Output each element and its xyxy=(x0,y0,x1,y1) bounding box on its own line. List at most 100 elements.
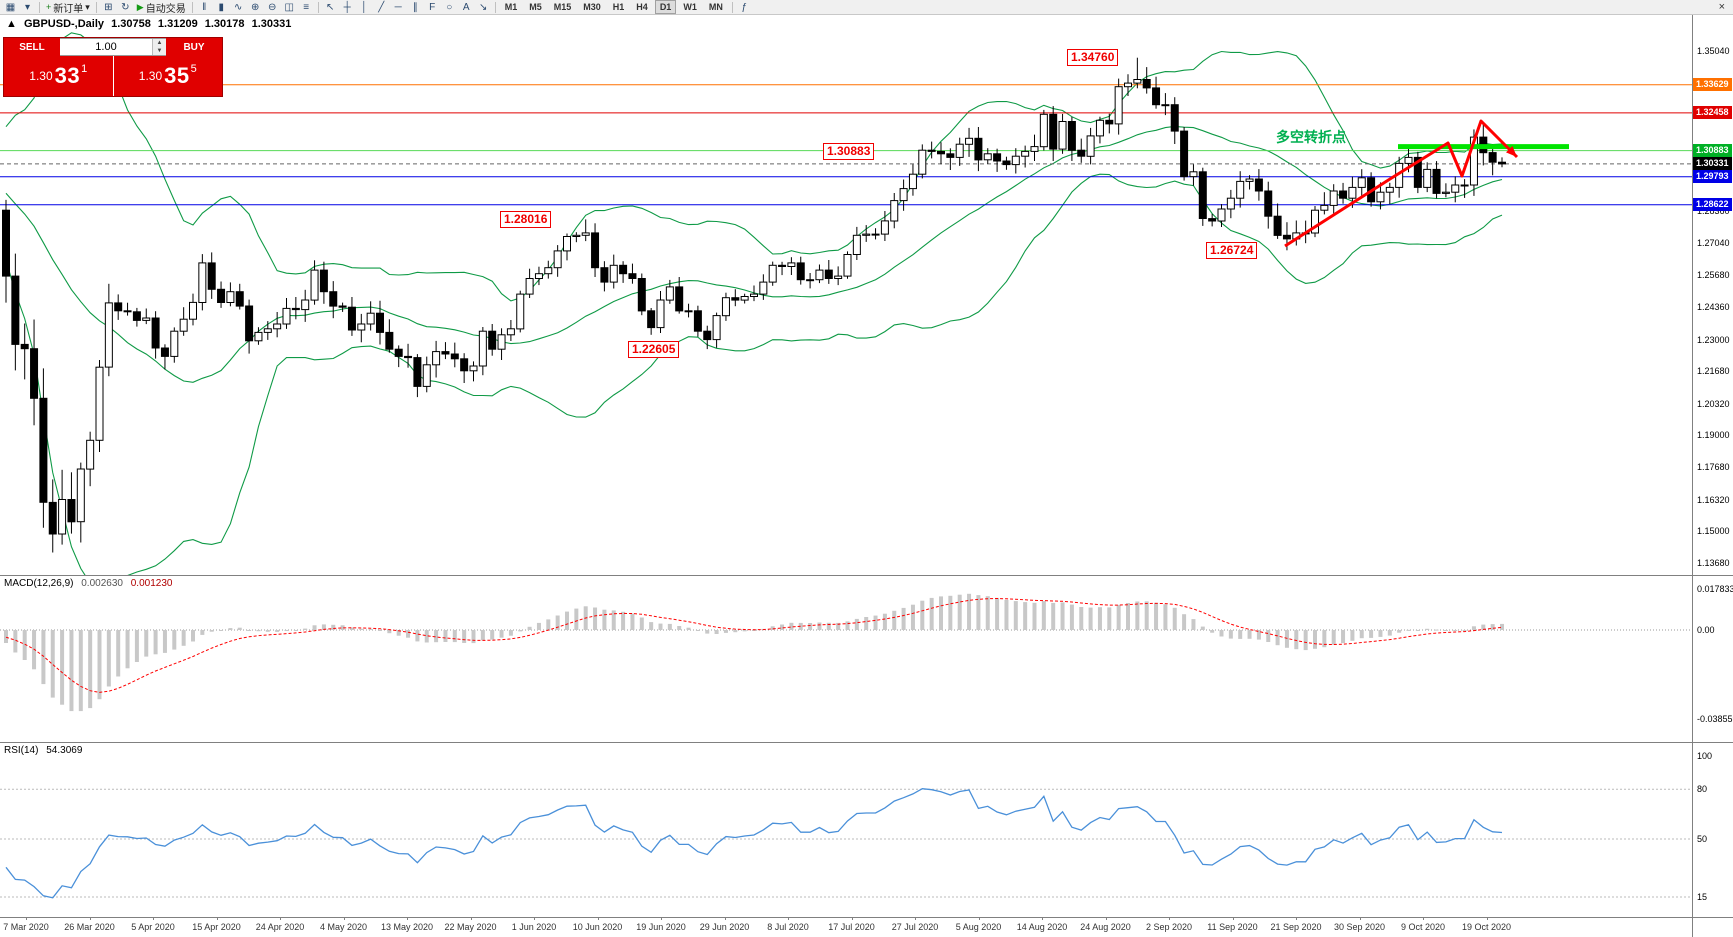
window-list-icon[interactable]: ≡ xyxy=(303,1,310,13)
time-axis[interactable]: 7 Mar 2020 26 Mar 2020 5 Apr 2020 15 Apr 20… xyxy=(0,917,1692,937)
date-label: 13 May 2020 xyxy=(380,922,434,932)
tile-windows-icon[interactable]: ◫ xyxy=(284,1,294,13)
vertical-line-tool-icon[interactable]: │ xyxy=(361,1,368,13)
rsi-axis-label: 15 xyxy=(1697,892,1708,902)
y-axis-label: 1.20320 xyxy=(1697,399,1730,409)
ohlc-bars-icon[interactable]: ‖ xyxy=(202,1,207,13)
date-label: 11 Sep 2020 xyxy=(1207,922,1258,932)
sell-price-prefix: 1.30 xyxy=(29,69,53,83)
date-tick xyxy=(153,917,154,920)
symbol-marker: ▲ xyxy=(6,18,17,30)
price-chart-canvas[interactable]: ▲ GBPUSD-,Daily 1.30758 1.31209 1.30178 … xyxy=(0,15,1692,575)
refresh-icon[interactable]: ↻ xyxy=(121,1,130,13)
toolbar-separator xyxy=(317,1,319,13)
crosshair-tool-icon[interactable]: ┼ xyxy=(343,1,351,13)
market-watch-icon[interactable]: ⊞ xyxy=(104,1,113,13)
price-axis[interactable]: 1.35040 1.28360 1.27040 1.25680 1.24360 1.230… xyxy=(1692,15,1733,937)
chart-list-dropdown-icon[interactable]: ▾ xyxy=(24,1,31,13)
date-tick xyxy=(788,917,789,920)
date-label: 5 Aug 2020 xyxy=(955,922,1002,932)
timeframe-button-h1[interactable]: H1 xyxy=(612,2,625,12)
timeframe-button-m5[interactable]: M5 xyxy=(529,2,542,12)
date-label: 19 Jun 2020 xyxy=(636,922,686,932)
date-label: 1 Jun 2020 xyxy=(511,922,557,932)
cursor-tool-icon[interactable]: ↖ xyxy=(326,1,335,13)
macd-svg xyxy=(0,593,1692,712)
date-label: 24 Apr 2020 xyxy=(255,922,305,932)
price-tag-annotation: 1.28016 xyxy=(500,211,552,228)
volume-stepper[interactable]: ▲ ▼ xyxy=(152,39,166,55)
date-tick xyxy=(407,917,408,920)
date-label: 2 Sep 2020 xyxy=(1145,922,1193,932)
timeframe-button-m15[interactable]: M15 xyxy=(553,2,572,12)
rsi-label: RSI(14) 54.3069 xyxy=(4,745,82,756)
y-axis-label: 1.24360 xyxy=(1697,302,1730,312)
timeframe-button-m1[interactable]: M1 xyxy=(504,2,518,12)
date-label: 22 May 2020 xyxy=(444,922,497,932)
y-axis-label: 1.35040 xyxy=(1697,46,1730,56)
price-level-badge: 1.30331 xyxy=(1693,157,1732,170)
price-level-badge: 1.28622 xyxy=(1693,198,1732,211)
line-chart-mode-icon[interactable]: ∿ xyxy=(234,1,243,13)
panel-divider[interactable] xyxy=(0,575,1733,576)
timeframe-button-m30[interactable]: M30 xyxy=(583,2,601,12)
ohlc-close: 1.30331 xyxy=(251,18,292,30)
zoom-out-icon[interactable]: ⊖ xyxy=(268,1,277,13)
date-label: 10 Jun 2020 xyxy=(572,922,623,932)
date-tick xyxy=(978,917,980,920)
date-tick xyxy=(1169,917,1170,920)
timeframe-button-w1[interactable]: W1 xyxy=(683,2,697,12)
horizontal-line-tool-icon[interactable]: ─ xyxy=(394,1,402,13)
date-tick xyxy=(280,917,281,920)
buy-price-big: 35 xyxy=(164,63,190,88)
date-tick xyxy=(534,917,535,920)
sell-button[interactable]: SELL xyxy=(4,38,60,56)
panel-divider[interactable] xyxy=(0,742,1733,743)
date-label: 30 Sep 2020 xyxy=(1333,922,1386,932)
zoom-in-icon[interactable]: ⊕ xyxy=(251,1,260,13)
date-tick xyxy=(89,917,91,920)
price-level-badge: 1.30883 xyxy=(1693,144,1732,157)
channel-tool-icon[interactable]: ∥ xyxy=(412,1,418,13)
dropdown-icon: ▾ xyxy=(85,1,90,12)
new-chart-icon[interactable]: ▦ xyxy=(5,1,16,13)
buy-button[interactable]: BUY xyxy=(166,38,222,56)
toolbar-separator xyxy=(95,1,97,13)
date-label: 24 Aug 2020 xyxy=(1080,922,1131,932)
timeframe-button-mn[interactable]: MN xyxy=(708,2,723,12)
date-tick xyxy=(1105,917,1107,920)
rsi-svg xyxy=(0,788,1692,899)
timeframe-button-h4[interactable]: H4 xyxy=(636,2,648,12)
close-icon[interactable]: × xyxy=(1718,1,1725,13)
y-axis-label: 1.25680 xyxy=(1697,270,1730,280)
new-order-button[interactable]: + 新订单 ▾ xyxy=(43,1,93,15)
macd-panel[interactable]: MACD(12,26,9) 0.002630 0.001230 xyxy=(0,575,1692,742)
y-axis-label: 1.21680 xyxy=(1697,366,1730,376)
y-axis-label: 1.27040 xyxy=(1697,238,1730,248)
volume-input[interactable] xyxy=(60,40,152,54)
date-tick xyxy=(470,917,472,920)
sell-price-big: 33 xyxy=(54,63,81,88)
date-label: 27 Jul 2020 xyxy=(891,922,939,932)
autotrading-button-icon: ▶ xyxy=(136,1,144,12)
toolbar-separator xyxy=(494,1,496,13)
trendline-tool-icon[interactable]: ╱ xyxy=(378,1,385,13)
buy-price-prefix: 1.30 xyxy=(138,69,163,83)
macd-name: MACD(12,26,9) xyxy=(4,578,74,589)
candlestick-mode-icon[interactable]: ▮ xyxy=(218,1,224,13)
macd-value-main: 0.002630 xyxy=(81,578,123,589)
text-tool-icon[interactable]: A xyxy=(462,1,470,13)
indicators-icon[interactable]: ƒ xyxy=(741,1,748,13)
arrow-tool-icon[interactable]: ↘ xyxy=(479,1,488,13)
ellipse-tool-icon[interactable]: ○ xyxy=(446,1,453,13)
macd-axis-label: 0.017833 xyxy=(1697,584,1733,594)
rsi-panel[interactable]: RSI(14) 54.3069 xyxy=(0,742,1692,917)
sell-price[interactable]: 1.30 33 1 xyxy=(4,56,113,96)
symbol-period: GBPUSD-,Daily xyxy=(23,18,105,30)
buy-price-sup: 5 xyxy=(190,63,197,75)
fibonacci-tool-icon[interactable]: F xyxy=(429,1,436,13)
timeframe-button-d1[interactable]: D1 xyxy=(654,0,677,14)
autotrading-button[interactable]: ▶ 自动交易 xyxy=(134,1,189,15)
buy-price[interactable]: 1.30 35 5 xyxy=(114,56,223,96)
